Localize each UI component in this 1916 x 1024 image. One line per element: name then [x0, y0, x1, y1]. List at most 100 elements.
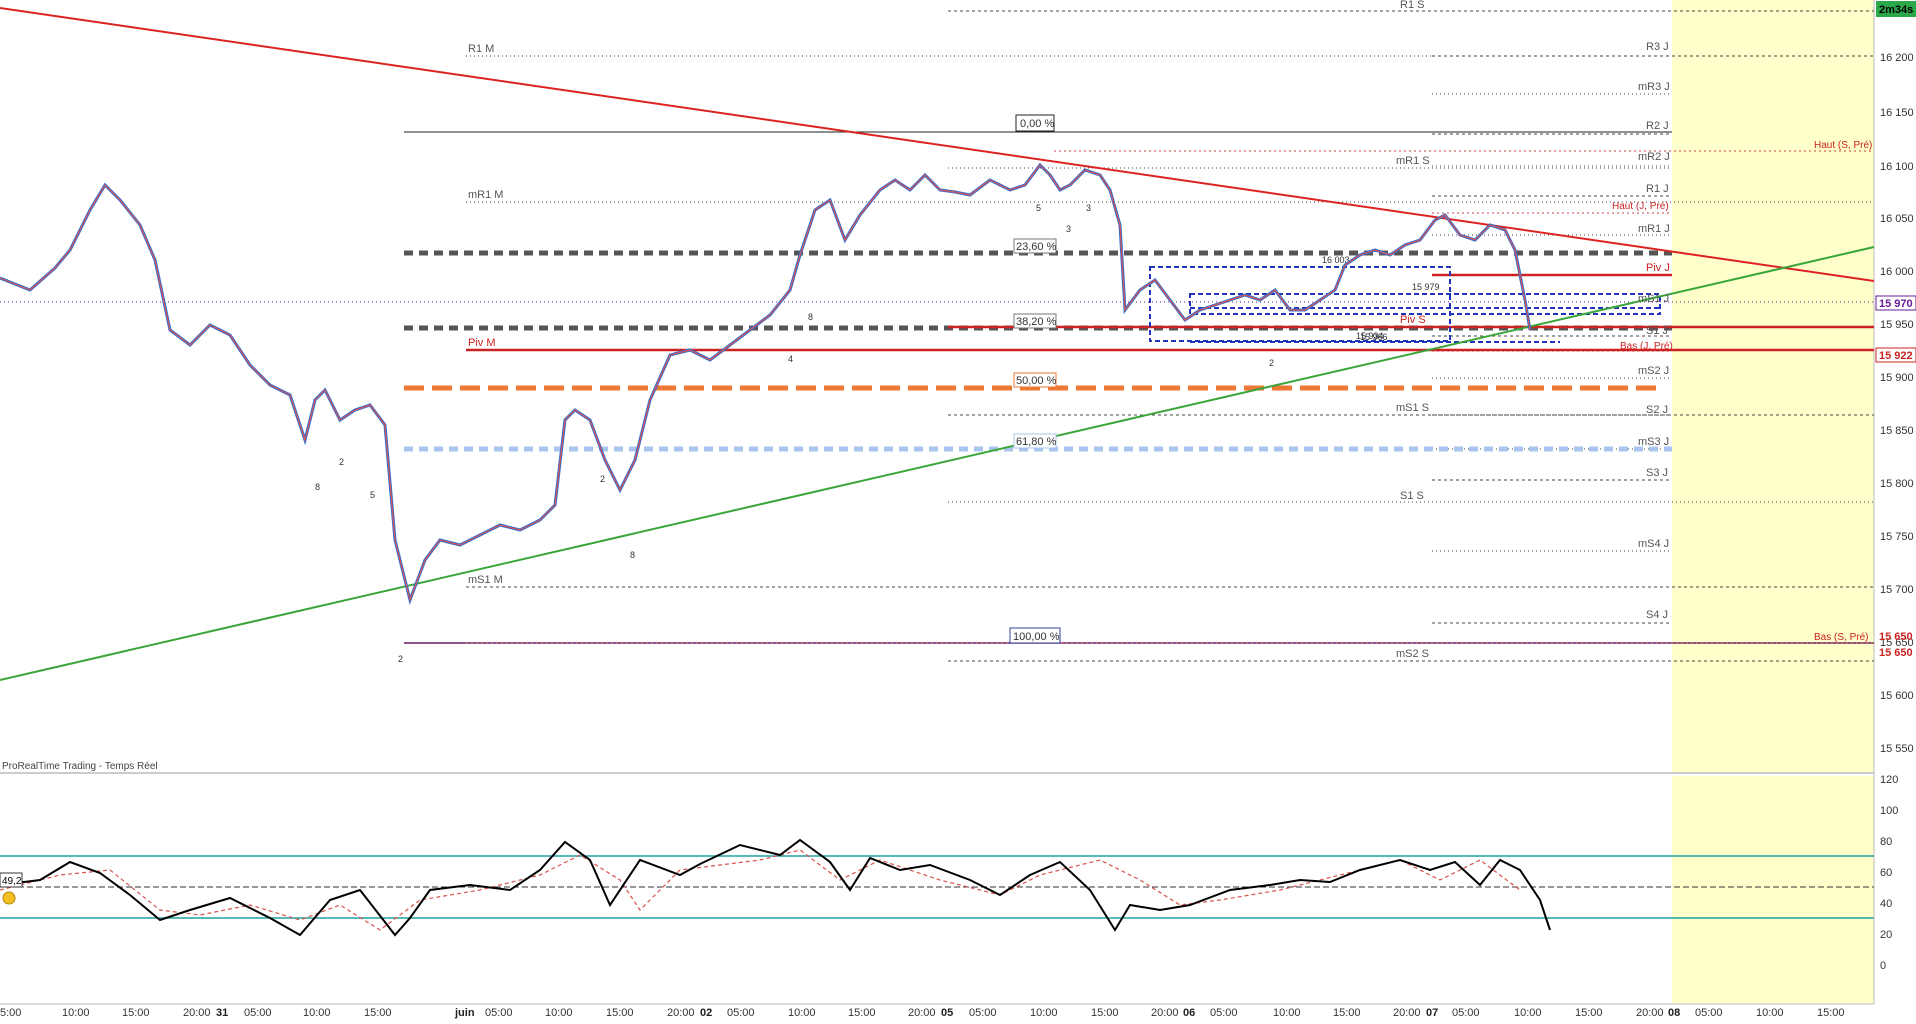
level-label-s3j: S3 J	[1646, 467, 1668, 479]
time-tick: 15:00	[1575, 1007, 1603, 1019]
price-tick: 15 550	[1880, 743, 1914, 755]
time-tick: 10:00	[545, 1007, 573, 1019]
time-tick: 5:00	[0, 1007, 21, 1019]
rsi-panel[interactable]	[0, 838, 1874, 937]
price-axis[interactable]: 16 200 16 150 16 100 16 050 16 000 15 95…	[1880, 52, 1914, 755]
rsi-signal-line	[0, 849, 1521, 931]
time-tick: 10:00	[62, 1007, 90, 1019]
price-series-up[interactable]	[0, 162, 1532, 606]
level-label-s2j: S2 J	[1646, 404, 1668, 416]
time-tick: 20:00	[1393, 1007, 1421, 1019]
price-badge-15650b: 15 650	[1879, 647, 1913, 659]
fib-618-box	[1013, 433, 1057, 449]
rsi-tick: 80	[1880, 836, 1892, 848]
signal-marker: 3	[1086, 203, 1091, 213]
price-series-down[interactable]	[0, 164, 1531, 603]
rsi-line	[0, 838, 1551, 937]
fib-382-box	[1013, 313, 1057, 329]
rsi-tick: 120	[1880, 774, 1898, 786]
app-watermark: ProRealTime Trading - Temps Réel	[2, 761, 158, 772]
timer-badge: 2m34s	[1879, 4, 1913, 16]
price-badge-15650: 15 650	[1879, 631, 1913, 643]
resistance-trendline[interactable]	[0, 7, 1875, 282]
time-tick: 05:00	[727, 1007, 755, 1019]
level-label-haut-j: Haut (J, Pré)	[1612, 201, 1669, 212]
fib-100-label: 100,00 %	[1013, 631, 1060, 643]
fib-236-box	[1013, 238, 1057, 254]
fib-50-label: 50,00 %	[1016, 375, 1057, 387]
time-tick: 20:00	[183, 1007, 211, 1019]
price-tick: 15 700	[1880, 584, 1914, 596]
signal-marker: 2	[600, 474, 605, 484]
price-tick: 16 050	[1880, 213, 1914, 225]
signal-marker: 8	[808, 312, 813, 322]
price-tick: 16 100	[1880, 161, 1914, 173]
range-boxes[interactable]	[1149, 266, 1661, 343]
level-label-mr1j: mR1 J	[1638, 223, 1670, 235]
time-tick: 10:00	[303, 1007, 331, 1019]
time-tick: 15:00	[1333, 1007, 1361, 1019]
level-label-haut-s: Haut (S, Pré)	[1814, 140, 1872, 151]
signal-marker: 2	[398, 654, 403, 664]
time-tick: 05	[941, 1007, 953, 1019]
fib-618-label: 61,80 %	[1016, 436, 1057, 448]
level-label-ms2j: mS2 J	[1638, 365, 1669, 377]
time-tick: 10:00	[788, 1007, 816, 1019]
level-label-piv-m: Piv M	[468, 337, 496, 349]
signal-marker: 8	[315, 482, 320, 492]
price-badge-15970: 15 970	[1879, 298, 1913, 310]
rsi-tick: 60	[1880, 867, 1892, 879]
signal-marker: 2	[339, 457, 344, 467]
time-tick: 10:00	[1514, 1007, 1542, 1019]
price-tick: 16 200	[1880, 52, 1914, 64]
signal-marker: 8	[630, 550, 635, 560]
time-tick: 05:00	[244, 1007, 272, 1019]
rsi-tick: 40	[1880, 898, 1892, 910]
time-tick: 05:00	[1452, 1007, 1480, 1019]
time-tick: 06	[1183, 1007, 1195, 1019]
price-tick: 15 950	[1880, 319, 1914, 331]
timer-badge-bg	[1876, 1, 1916, 17]
time-tick: juin	[454, 1007, 475, 1019]
level-label-ms1m: mS1 M	[468, 574, 503, 586]
box-label-15966: 15 966	[1360, 332, 1388, 342]
level-label-piv-s: Piv S	[1400, 314, 1426, 326]
time-tick: 07	[1426, 1007, 1438, 1019]
time-tick: 15:00	[122, 1007, 150, 1019]
rsi-tick: 20	[1880, 929, 1892, 941]
level-label-r1m: R1 M	[468, 43, 494, 55]
level-label-ms4j: mS4 J	[1638, 538, 1669, 550]
support-trendline[interactable]	[0, 246, 1875, 681]
price-tick: 15 750	[1880, 531, 1914, 543]
rsi-value-box	[0, 872, 23, 888]
fib-50-box	[1013, 372, 1057, 388]
time-tick: 15:00	[1817, 1007, 1845, 1019]
time-tick: 05:00	[485, 1007, 513, 1019]
time-tick: 31	[216, 1007, 228, 1019]
level-label-bas-j: Bas (J, Pré)	[1620, 341, 1673, 352]
pivot-levels	[466, 10, 1874, 662]
level-label-s1j: S1 J	[1646, 325, 1668, 337]
level-label-r3j: R3 J	[1646, 41, 1669, 53]
time-tick: 15:00	[606, 1007, 634, 1019]
level-label-bas-s: Bas (S, Pré)	[1814, 632, 1868, 643]
signal-marker: 2	[1269, 358, 1274, 368]
time-axis[interactable]: 5:00 10:00 15:00 20:00 31 05:00 10:00 15…	[0, 1007, 1845, 1019]
price-tick: 15 850	[1880, 425, 1914, 437]
alert-bell-icon[interactable]	[2, 891, 16, 905]
rsi-axis[interactable]: 120 100 80 60 40 20 0	[1880, 774, 1898, 972]
level-label-ms2s: mS2 S	[1396, 648, 1429, 660]
time-tick: 20:00	[667, 1007, 695, 1019]
future-zone	[1672, 0, 1874, 772]
level-label-r1s: R1 S	[1400, 0, 1424, 11]
price-tick: 15 900	[1880, 372, 1914, 384]
level-label-s4j: S4 J	[1646, 609, 1668, 621]
fib-0-box	[1015, 114, 1055, 132]
box-label-16003: 16 003	[1322, 255, 1350, 265]
price-tick: 15 650	[1880, 637, 1914, 649]
fib-382-label: 38,20 %	[1016, 316, 1057, 328]
fib-0-label: 0,00 %	[1020, 118, 1054, 130]
level-label-ms3j: mS3 J	[1638, 436, 1669, 448]
level-label-mr3j: mR3 J	[1638, 81, 1670, 93]
